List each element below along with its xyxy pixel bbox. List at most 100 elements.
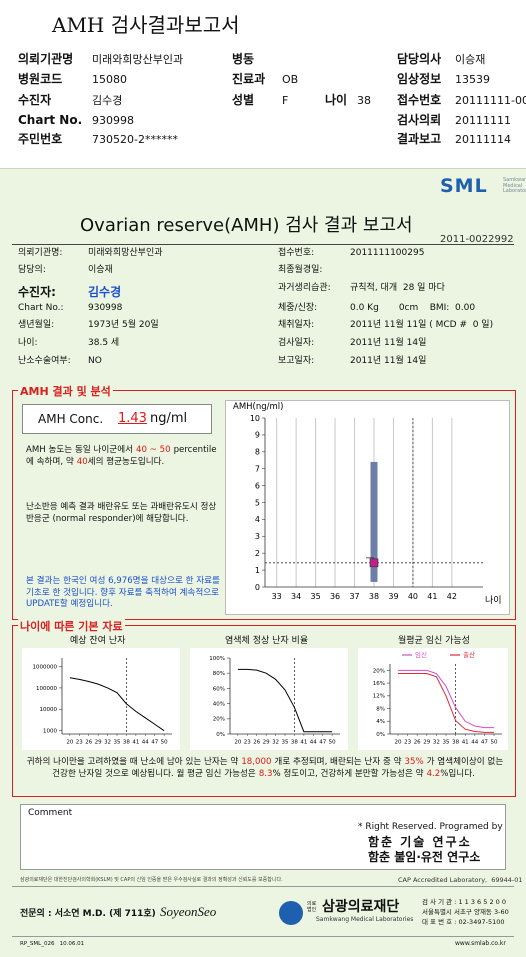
y-tick-label: 0: [255, 583, 260, 592]
info-value: 1973년 5월 20일: [88, 320, 159, 330]
x-tick-label: 35: [114, 740, 121, 746]
credit: 함춘 기술 연구소: [368, 835, 472, 849]
y-tick-label: 2: [255, 549, 260, 558]
y-tick-label: 4: [255, 515, 260, 524]
field-value: 이승재: [455, 53, 486, 66]
x-tick-label: 50: [329, 740, 336, 746]
field-label: Chart No.: [18, 113, 83, 127]
field-value: 20111111: [455, 114, 511, 127]
info-label: 의뢰기관명:: [18, 248, 63, 258]
info-value: 2011년 11월 14일: [350, 338, 427, 348]
address: 대 표 번 호 : 02-3497-5100: [422, 918, 505, 926]
field-label: 진료과: [232, 72, 266, 86]
field-value: 김수경: [92, 94, 123, 107]
info-label: 보고일자:: [278, 356, 315, 366]
info-label: 과거생리습관:: [278, 283, 331, 293]
field-label: 성별: [232, 93, 255, 107]
y-tick-label: 20%: [373, 668, 385, 674]
comment-label: Comment: [28, 808, 73, 818]
x-tick-label: 29: [263, 740, 270, 746]
header-title: AMH 검사결과보고서: [52, 13, 240, 37]
y-tick-label: 12%: [373, 694, 385, 700]
y-tick-label: 4%: [376, 719, 385, 725]
text: 4.2: [426, 768, 441, 779]
x-tick-label: 36: [330, 592, 340, 601]
range-bar: [370, 461, 378, 582]
y-tick-label: 3: [255, 532, 260, 541]
text: percentile에 속하며, 약: [26, 445, 217, 467]
x-tick-label: 35: [282, 740, 289, 746]
x-tick-label: 37: [349, 592, 359, 601]
logo: SML: [440, 175, 488, 197]
field-value: 13539: [455, 73, 490, 86]
x-tick-label: 33: [272, 592, 282, 601]
text: 가 염색체이상이 없는 건강한 난자일 것으로 예상됩니다. 월 평균 임신 가…: [52, 757, 504, 779]
footer-rule: [12, 886, 514, 887]
field-label: 의뢰기관명: [18, 52, 74, 66]
field-label: 수진자: [18, 93, 52, 107]
x-tick-label: 38: [291, 740, 298, 746]
info-label: 채취일자:: [278, 320, 315, 330]
amh-chart: 33 34 35 36 37 38 39 40 41 42012345678910AMH(ng/m…: [233, 402, 502, 606]
x-tick-label: 32: [104, 740, 111, 746]
basic-section-title: 나이에 따른 기본 자료: [18, 618, 125, 634]
text: AMH 농도는 동일 나이군에서: [26, 445, 134, 455]
field-label: 접수번호: [397, 93, 442, 107]
y-tick-label: 40%: [213, 702, 225, 708]
info-value: 규칙적, 대개 28 일 마다: [350, 283, 445, 293]
x-tick-label: 35: [443, 740, 450, 746]
x-tick-label: 39: [388, 592, 398, 601]
y-axis-label: AMH(ng/ml): [233, 402, 283, 412]
series-line: [69, 677, 165, 732]
field-value: 20111114: [455, 133, 511, 146]
info-label: 생년월일:: [18, 320, 55, 330]
info-label: 접수번호:: [278, 248, 315, 258]
y-tick-label: 80%: [213, 671, 225, 677]
signature: SoyeonSeo: [160, 904, 217, 919]
field-value: 미래와희망산부인과: [92, 53, 184, 66]
logo-sub: Samkwang Medical Laboratories: [503, 177, 526, 194]
field-label: 병원코드: [18, 72, 63, 86]
y-tick-label: 8: [255, 448, 260, 457]
x-tick-label: 26: [414, 740, 421, 746]
conc-label: AMH Conc.: [38, 412, 104, 426]
value-point: [369, 558, 379, 568]
credit: * Right Reserved. Programed by: [358, 822, 503, 832]
y-tick-label: 10: [250, 414, 260, 423]
response-text: 난소반응 예측 결과 배란유도 또는 과배란유도시 정상반응군 (normal …: [26, 502, 217, 524]
conc-box: [22, 404, 212, 434]
text: 개로 추정되며, 배란되는 난자 중 약: [274, 757, 402, 767]
info-label: 나이:: [18, 338, 38, 348]
doctor: 전문의 : 서소연 M.D. (제 711호): [20, 909, 156, 919]
x-tick-label: 40: [408, 592, 418, 601]
text: 40 ~ 50: [136, 445, 171, 455]
y-tick-label: 10000: [40, 707, 58, 713]
y-tick-label: 1000: [43, 729, 57, 735]
chart-title: 염색체 정상 난자 비율: [225, 636, 309, 646]
org-en: Samkwang Medical Laboratories: [316, 916, 414, 923]
info-label: 최종월경일:: [278, 265, 323, 275]
field-value: 930998: [92, 114, 134, 127]
info-value: NO: [88, 356, 102, 366]
y-tick-label: 0%: [216, 732, 225, 738]
x-tick-label: 50: [491, 740, 498, 746]
y-tick-label: 1: [255, 566, 260, 575]
form-code: RP_SML_026 10.06.01: [20, 941, 85, 947]
info-value: 930998: [88, 303, 123, 313]
text: %입니다.: [440, 768, 475, 779]
report-title: Ovarian reserve(AMH) 검사 결과 보고서: [80, 215, 413, 236]
chart-title: 예상 잔여 난자: [70, 636, 126, 646]
y-tick-label: 100%: [209, 656, 225, 662]
mini-chart: 20 23 26 29 32 35 38 41 44 47 50 0% 20% 40% 60% 80% 100%: [190, 648, 348, 750]
address: 검 사 기 관 : 1 1 3 6 5 2 0 0: [422, 898, 506, 906]
info-label: 수진자:: [18, 285, 56, 299]
field-value: 15080: [92, 73, 127, 86]
field-label: 병동: [232, 52, 255, 66]
org-name: 삼광의료재단: [322, 899, 400, 915]
text: 귀하의 나이만을 고려하였을 때 난소에 남아 있는 난자는 약: [26, 757, 239, 767]
x-tick-label: 26: [253, 740, 260, 746]
info-value: 이승재: [88, 265, 113, 275]
x-tick-label: 44: [142, 740, 149, 746]
mini-chart: 20 23 26 29 32 35 38 41 44 47 50 0% 4% 8% 12% 16% 20% 임신 출…: [358, 648, 508, 750]
